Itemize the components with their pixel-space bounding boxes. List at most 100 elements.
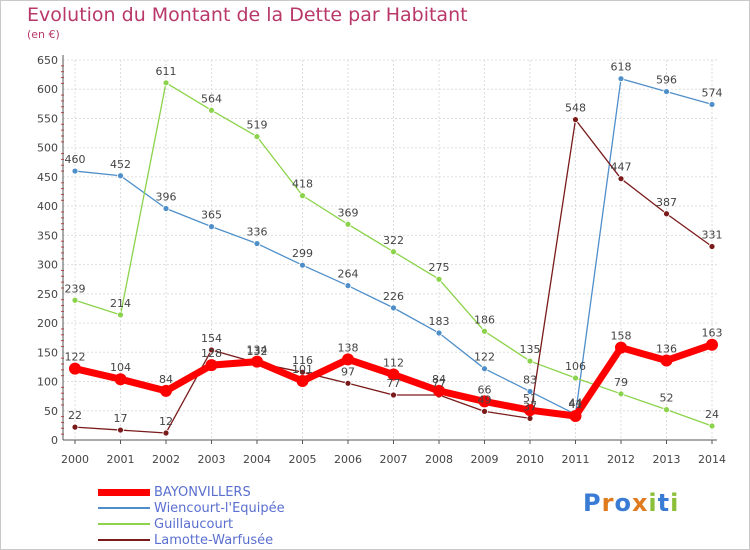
data-label: 116	[292, 354, 313, 367]
data-label: 564	[201, 92, 222, 105]
data-point	[617, 390, 625, 398]
data-label: 52	[660, 392, 674, 405]
data-point	[114, 373, 127, 386]
x-tick-label: 2012	[607, 453, 635, 466]
data-point	[162, 79, 170, 87]
data-label: 49	[478, 393, 492, 406]
data-point	[208, 346, 215, 354]
data-point	[205, 359, 218, 372]
data-point	[208, 106, 215, 114]
data-point	[435, 275, 443, 283]
x-tick-label: 2003	[198, 453, 226, 466]
data-point	[390, 391, 397, 399]
data-label: 51	[523, 392, 537, 405]
data-label: 618	[611, 61, 632, 74]
data-point	[572, 374, 579, 382]
legend-label: Wiencourt-l'Equipée	[154, 500, 285, 516]
data-label: 17	[114, 412, 128, 425]
data-label: 44	[569, 396, 583, 409]
legend-item: Guillaucourt	[98, 516, 285, 532]
data-point	[69, 362, 81, 375]
x-tick-label: 2007	[380, 453, 408, 466]
data-point	[208, 223, 215, 231]
x-tick-label: 2002	[152, 453, 180, 466]
data-point	[117, 172, 124, 180]
data-point	[526, 414, 534, 422]
data-label: 158	[611, 330, 632, 343]
data-point	[708, 243, 716, 250]
y-tick-label: 450	[37, 171, 58, 184]
data-label: 66	[478, 383, 492, 396]
data-point	[617, 75, 625, 83]
data-point	[663, 406, 670, 414]
x-tick-label: 2014	[698, 453, 726, 466]
legend-swatch	[98, 523, 150, 525]
data-label: 132	[247, 345, 268, 358]
data-label: 136	[656, 342, 677, 355]
data-label: 264	[338, 268, 359, 281]
chart-axes: 0 50 100 150 200 250 300 350 400 450 500 550 600 650 2…	[37, 54, 726, 466]
data-point	[344, 220, 352, 228]
data-point	[708, 101, 716, 108]
data-label: 183	[429, 315, 450, 328]
data-label: 128	[201, 347, 222, 360]
data-point	[251, 355, 263, 368]
data-point	[160, 384, 172, 397]
data-label: 135	[520, 343, 541, 356]
data-point	[572, 116, 579, 124]
data-point	[435, 329, 443, 337]
proxiti-logo: Proxiti	[583, 489, 679, 517]
logo-letter: t	[657, 489, 671, 517]
data-point	[342, 353, 354, 366]
data-label: 104	[110, 361, 131, 374]
data-point	[615, 341, 627, 354]
data-point	[299, 261, 306, 269]
data-point	[526, 357, 534, 365]
data-label: 41	[569, 398, 583, 411]
y-tick-label: 350	[37, 229, 58, 242]
data-point	[526, 388, 534, 395]
data-point	[296, 374, 309, 387]
data-label: 122	[65, 351, 86, 364]
legend-label: BAYONVILLERS	[154, 484, 251, 500]
data-point	[390, 248, 397, 256]
data-label: 369	[338, 206, 359, 219]
data-label: 322	[383, 234, 404, 247]
data-point	[387, 368, 400, 381]
logo-letter: x	[631, 489, 649, 517]
legend-swatch	[98, 507, 150, 509]
y-tick-label: 50	[44, 405, 58, 418]
logo-letter: P	[583, 489, 602, 517]
data-label: 336	[247, 226, 268, 239]
data-label: 163	[702, 327, 723, 340]
data-point	[117, 426, 124, 434]
data-label: 275	[429, 261, 450, 274]
y-tick-label: 650	[37, 54, 58, 67]
legend-item: Wiencourt-l'Equipée	[98, 500, 285, 516]
data-point	[524, 404, 536, 417]
data-point	[708, 422, 716, 430]
y-tick-label: 400	[37, 200, 58, 213]
y-tick-label: 500	[37, 142, 58, 155]
data-point	[569, 410, 582, 423]
legend-label: Lamotte-Warfusée	[154, 532, 274, 548]
data-point	[706, 338, 718, 351]
data-label: 138	[338, 341, 359, 354]
chart-title: Evolution du Montant de la Dette par Hab…	[27, 4, 468, 26]
x-tick-label: 2004	[243, 453, 271, 466]
data-point	[344, 282, 352, 290]
x-tick-label: 2013	[653, 453, 681, 466]
data-label: 112	[383, 357, 404, 370]
y-tick-label: 300	[37, 259, 58, 272]
data-label: 24	[705, 408, 719, 421]
x-tick-label: 2005	[289, 453, 317, 466]
x-tick-label: 2006	[334, 453, 362, 466]
data-label: 83	[523, 373, 537, 386]
data-point	[481, 365, 488, 373]
data-point	[162, 429, 170, 437]
data-label: 214	[110, 297, 131, 310]
logo-letter: r	[601, 489, 615, 517]
data-point	[663, 210, 670, 218]
logo-letter: i	[648, 489, 658, 517]
